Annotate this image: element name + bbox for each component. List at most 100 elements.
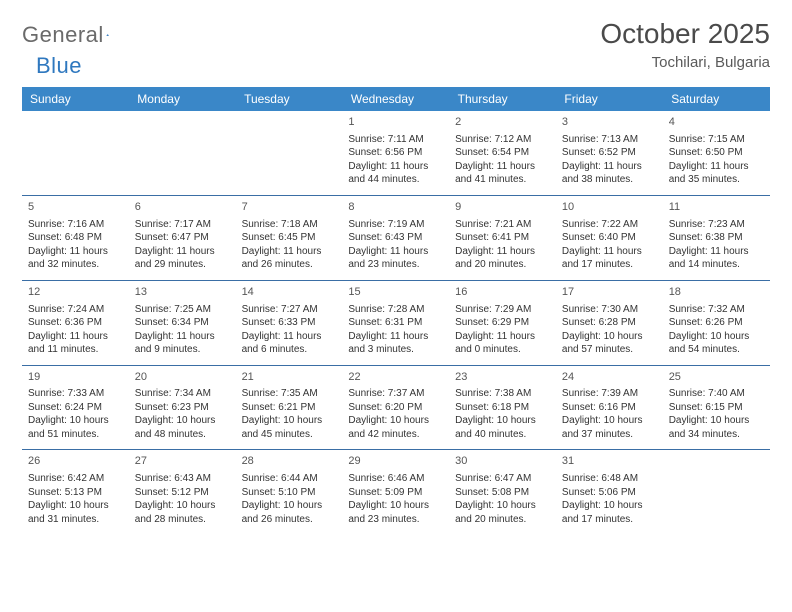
sunrise-text: Sunrise: 7:29 AM [455, 303, 550, 317]
day-number: 25 [669, 370, 764, 385]
calendar-cell: 9Sunrise: 7:21 AMSunset: 6:41 PMDaylight… [449, 195, 556, 280]
day-number: 28 [242, 454, 337, 469]
daylight-text: Daylight: 10 hours [348, 414, 443, 428]
location: Tochilari, Bulgaria [600, 54, 770, 71]
calendar-cell: 11Sunrise: 7:23 AMSunset: 6:38 PMDayligh… [663, 195, 770, 280]
daylight-text: and 26 minutes. [242, 258, 337, 272]
calendar-cell: 23Sunrise: 7:38 AMSunset: 6:18 PMDayligh… [449, 365, 556, 450]
daylight-text: Daylight: 10 hours [135, 499, 230, 513]
calendar-table: SundayMondayTuesdayWednesdayThursdayFrid… [22, 87, 770, 534]
day-number: 29 [348, 454, 443, 469]
daylight-text: and 44 minutes. [348, 173, 443, 187]
sunset-text: Sunset: 6:28 PM [562, 316, 657, 330]
calendar-week-row: 5Sunrise: 7:16 AMSunset: 6:48 PMDaylight… [22, 195, 770, 280]
logo-sail-icon [106, 25, 109, 45]
sunset-text: Sunset: 6:15 PM [669, 401, 764, 415]
day-header: Monday [129, 87, 236, 111]
sunrise-text: Sunrise: 7:17 AM [135, 218, 230, 232]
calendar-week-row: 19Sunrise: 7:33 AMSunset: 6:24 PMDayligh… [22, 365, 770, 450]
daylight-text: Daylight: 11 hours [669, 160, 764, 174]
sunrise-text: Sunrise: 7:38 AM [455, 387, 550, 401]
daylight-text: and 17 minutes. [562, 513, 657, 527]
sunrise-text: Sunrise: 6:44 AM [242, 472, 337, 486]
calendar-cell: 13Sunrise: 7:25 AMSunset: 6:34 PMDayligh… [129, 280, 236, 365]
day-number: 26 [28, 454, 123, 469]
sunset-text: Sunset: 5:08 PM [455, 486, 550, 500]
daylight-text: and 23 minutes. [348, 258, 443, 272]
sunset-text: Sunset: 6:41 PM [455, 231, 550, 245]
daylight-text: Daylight: 10 hours [348, 499, 443, 513]
day-header: Friday [556, 87, 663, 111]
calendar-week-row: 12Sunrise: 7:24 AMSunset: 6:36 PMDayligh… [22, 280, 770, 365]
daylight-text: and 3 minutes. [348, 343, 443, 357]
calendar-cell: 24Sunrise: 7:39 AMSunset: 6:16 PMDayligh… [556, 365, 663, 450]
daylight-text: Daylight: 10 hours [28, 499, 123, 513]
daylight-text: Daylight: 10 hours [28, 414, 123, 428]
sunrise-text: Sunrise: 7:34 AM [135, 387, 230, 401]
daylight-text: Daylight: 11 hours [455, 160, 550, 174]
day-number: 1 [348, 115, 443, 130]
daylight-text: and 42 minutes. [348, 428, 443, 442]
daylight-text: and 0 minutes. [455, 343, 550, 357]
sunset-text: Sunset: 6:24 PM [28, 401, 123, 415]
sunset-text: Sunset: 6:21 PM [242, 401, 337, 415]
daylight-text: and 38 minutes. [562, 173, 657, 187]
day-header: Thursday [449, 87, 556, 111]
calendar-cell: 7Sunrise: 7:18 AMSunset: 6:45 PMDaylight… [236, 195, 343, 280]
daylight-text: and 17 minutes. [562, 258, 657, 272]
daylight-text: Daylight: 10 hours [455, 414, 550, 428]
calendar-cell: 21Sunrise: 7:35 AMSunset: 6:21 PMDayligh… [236, 365, 343, 450]
day-header: Wednesday [342, 87, 449, 111]
day-number: 12 [28, 285, 123, 300]
sunset-text: Sunset: 5:10 PM [242, 486, 337, 500]
calendar-cell: 26Sunrise: 6:42 AMSunset: 5:13 PMDayligh… [22, 450, 129, 534]
sunrise-text: Sunrise: 7:30 AM [562, 303, 657, 317]
daylight-text: Daylight: 10 hours [669, 330, 764, 344]
sunset-text: Sunset: 6:34 PM [135, 316, 230, 330]
day-number: 31 [562, 454, 657, 469]
daylight-text: Daylight: 10 hours [242, 414, 337, 428]
daylight-text: Daylight: 11 hours [562, 245, 657, 259]
calendar-week-row: 1Sunrise: 7:11 AMSunset: 6:56 PMDaylight… [22, 111, 770, 195]
daylight-text: Daylight: 11 hours [455, 330, 550, 344]
calendar-cell: 27Sunrise: 6:43 AMSunset: 5:12 PMDayligh… [129, 450, 236, 534]
sunrise-text: Sunrise: 7:13 AM [562, 133, 657, 147]
sunrise-text: Sunrise: 7:21 AM [455, 218, 550, 232]
sunset-text: Sunset: 6:33 PM [242, 316, 337, 330]
calendar-cell: 28Sunrise: 6:44 AMSunset: 5:10 PMDayligh… [236, 450, 343, 534]
day-number: 2 [455, 115, 550, 130]
sunset-text: Sunset: 6:45 PM [242, 231, 337, 245]
daylight-text: Daylight: 11 hours [28, 330, 123, 344]
day-header: Tuesday [236, 87, 343, 111]
daylight-text: Daylight: 11 hours [28, 245, 123, 259]
daylight-text: Daylight: 11 hours [348, 245, 443, 259]
sunset-text: Sunset: 6:47 PM [135, 231, 230, 245]
calendar-cell: 31Sunrise: 6:48 AMSunset: 5:06 PMDayligh… [556, 450, 663, 534]
sunset-text: Sunset: 6:26 PM [669, 316, 764, 330]
sunset-text: Sunset: 5:09 PM [348, 486, 443, 500]
daylight-text: Daylight: 10 hours [562, 330, 657, 344]
daylight-text: and 34 minutes. [669, 428, 764, 442]
sunset-text: Sunset: 6:36 PM [28, 316, 123, 330]
sunset-text: Sunset: 6:38 PM [669, 231, 764, 245]
calendar-cell: 16Sunrise: 7:29 AMSunset: 6:29 PMDayligh… [449, 280, 556, 365]
day-number: 16 [455, 285, 550, 300]
daylight-text: and 32 minutes. [28, 258, 123, 272]
day-number: 13 [135, 285, 230, 300]
calendar-cell: 25Sunrise: 7:40 AMSunset: 6:15 PMDayligh… [663, 365, 770, 450]
sunset-text: Sunset: 6:23 PM [135, 401, 230, 415]
calendar-cell [129, 111, 236, 195]
sunrise-text: Sunrise: 6:42 AM [28, 472, 123, 486]
daylight-text: and 11 minutes. [28, 343, 123, 357]
sunrise-text: Sunrise: 7:16 AM [28, 218, 123, 232]
daylight-text: and 37 minutes. [562, 428, 657, 442]
calendar-header-row: SundayMondayTuesdayWednesdayThursdayFrid… [22, 87, 770, 111]
daylight-text: Daylight: 10 hours [135, 414, 230, 428]
calendar-cell: 2Sunrise: 7:12 AMSunset: 6:54 PMDaylight… [449, 111, 556, 195]
daylight-text: Daylight: 11 hours [135, 330, 230, 344]
sunset-text: Sunset: 6:31 PM [348, 316, 443, 330]
sunrise-text: Sunrise: 7:39 AM [562, 387, 657, 401]
day-number: 21 [242, 370, 337, 385]
daylight-text: Daylight: 11 hours [348, 330, 443, 344]
sunrise-text: Sunrise: 6:43 AM [135, 472, 230, 486]
